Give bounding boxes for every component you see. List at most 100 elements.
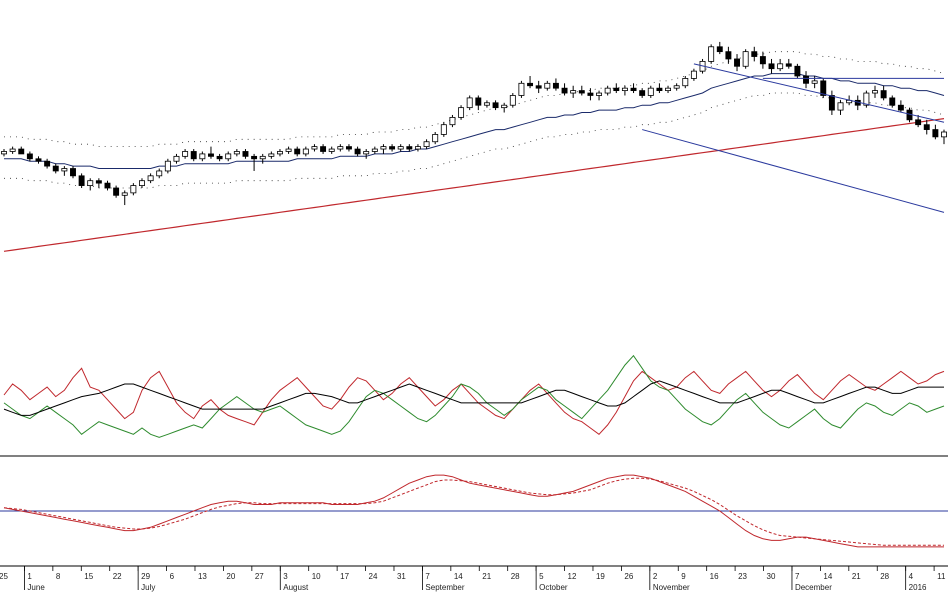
candle-body <box>61 168 68 172</box>
candle-body <box>466 97 473 109</box>
month-label: September <box>425 583 464 592</box>
candle-body <box>647 87 654 96</box>
candle-body <box>708 46 715 62</box>
month-label: August <box>283 583 309 592</box>
candle-body <box>164 160 171 172</box>
candle-body <box>837 102 844 111</box>
long-moving-average-line <box>3 118 945 252</box>
x-tick-label: 27 <box>255 572 264 581</box>
upper-envelope-dotted-line <box>4 51 945 147</box>
x-tick-label: 10 <box>312 572 321 581</box>
candle-body <box>242 151 249 157</box>
candle-body <box>716 46 723 53</box>
candle-body <box>276 151 283 155</box>
candle-body <box>328 148 335 152</box>
candle-body <box>682 78 689 87</box>
candle-body <box>872 90 878 94</box>
candle-body <box>690 70 697 79</box>
candle-body <box>613 87 620 92</box>
candle-body <box>225 153 232 160</box>
candle-body <box>1 151 7 155</box>
candle-body <box>897 104 904 111</box>
month-label: July <box>141 583 155 592</box>
short-moving-average-line <box>4 73 945 169</box>
candle-body <box>803 75 809 84</box>
candle-body <box>440 124 447 135</box>
candle-body <box>458 107 465 118</box>
candle-body <box>406 146 413 150</box>
candle-body <box>208 153 214 157</box>
x-tick-label: 30 <box>767 572 776 581</box>
candle-body <box>734 58 740 67</box>
x-tick-label: 23 <box>738 572 747 581</box>
candle-body <box>233 151 240 155</box>
x-tick-label: 21 <box>852 572 861 581</box>
x-tick-label: 6 <box>170 572 175 581</box>
candle-body <box>139 180 145 186</box>
candle-body <box>320 146 327 152</box>
oscillator-line-2 <box>3 380 944 416</box>
candle-body <box>302 148 309 155</box>
x-tick-label: 25 <box>0 572 8 581</box>
candle-body <box>104 182 111 189</box>
x-tick-label: 5 <box>539 572 544 581</box>
x-tick-label: 19 <box>596 572 605 581</box>
candle-body <box>509 95 516 106</box>
x-tick-label: 8 <box>56 572 61 581</box>
candle-body <box>268 153 275 157</box>
candle-body <box>932 129 939 138</box>
candle-body <box>604 87 611 94</box>
oscillator-panel <box>0 354 948 457</box>
candle-body <box>768 63 775 70</box>
candle-body <box>95 180 102 184</box>
x-tick-label: 21 <box>482 572 491 581</box>
x-tick-label: 29 <box>141 572 150 581</box>
candle-body <box>828 95 835 111</box>
oscillator-line-0 <box>3 367 945 435</box>
candle-body <box>759 56 766 65</box>
candle-body <box>863 92 870 106</box>
x-tick-label: 3 <box>283 572 288 581</box>
candle-body <box>889 97 896 106</box>
candle-body <box>380 146 387 150</box>
candle-body <box>371 148 378 152</box>
oscillator-line-1 <box>3 354 945 438</box>
x-tick-label: 7 <box>425 572 430 581</box>
candle-body <box>630 87 637 92</box>
candle-body <box>811 80 818 84</box>
candle-body <box>725 51 732 60</box>
candle-body <box>337 146 344 150</box>
candle-body <box>535 85 542 89</box>
candle-body <box>345 146 352 150</box>
candle-body <box>475 97 482 106</box>
candle-body <box>35 158 42 162</box>
candle-body <box>18 148 25 155</box>
candle-body <box>363 151 370 155</box>
candle-body <box>156 170 163 177</box>
x-tick-label: 17 <box>340 572 349 581</box>
x-tick-label: 9 <box>681 572 686 581</box>
candle-body <box>216 155 223 160</box>
x-tick-label: 1 <box>27 572 32 581</box>
candle-body <box>785 63 792 67</box>
candle-body <box>621 87 628 92</box>
candle-body <box>121 192 128 196</box>
candle-body <box>820 80 827 96</box>
candle-body <box>182 151 189 157</box>
x-tick-label: 14 <box>454 572 463 581</box>
candle-body <box>259 155 266 160</box>
candle-body <box>87 180 94 186</box>
price-panel <box>1 41 947 252</box>
candle-body <box>147 175 154 182</box>
candle-body <box>570 90 577 94</box>
candle-body <box>639 90 646 96</box>
candle-body <box>742 51 749 67</box>
candle-body <box>561 87 568 94</box>
candle-body <box>544 82 551 89</box>
candle-body <box>311 146 318 150</box>
candle-body <box>414 146 421 150</box>
x-tick-label: 28 <box>880 572 889 581</box>
candle-body <box>665 87 672 92</box>
candle-body <box>432 134 439 143</box>
